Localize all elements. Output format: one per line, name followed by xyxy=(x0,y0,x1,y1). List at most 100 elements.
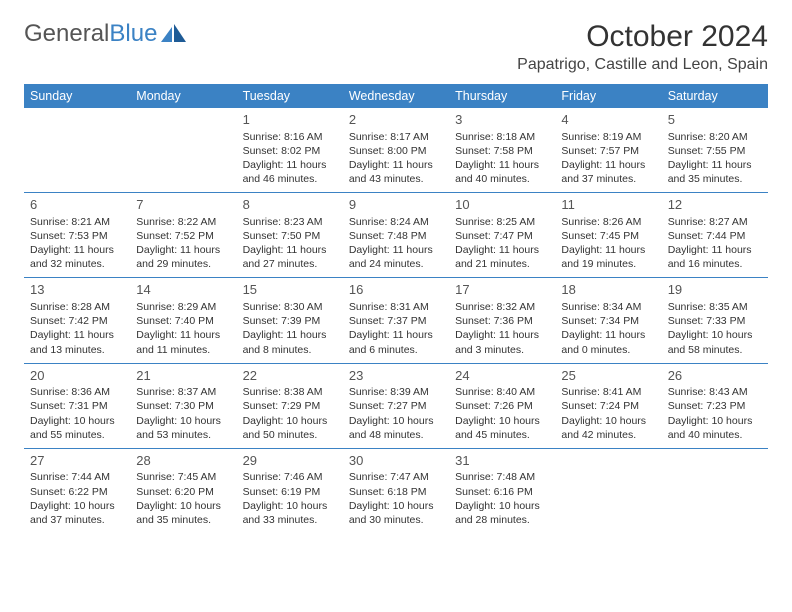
day-number: 23 xyxy=(349,367,443,385)
sunset-text: Sunset: 7:55 PM xyxy=(668,144,762,158)
daylight-text: and 11 minutes. xyxy=(136,343,230,357)
daylight-text: Daylight: 10 hours xyxy=(668,328,762,342)
sunrise-text: Sunrise: 8:27 AM xyxy=(668,215,762,229)
daylight-text: Daylight: 10 hours xyxy=(136,499,230,513)
sunset-text: Sunset: 6:22 PM xyxy=(30,485,124,499)
calendar-cell: 8Sunrise: 8:23 AMSunset: 7:50 PMDaylight… xyxy=(237,193,343,278)
daylight-text: and 33 minutes. xyxy=(243,513,337,527)
calendar-row: 6Sunrise: 8:21 AMSunset: 7:53 PMDaylight… xyxy=(24,193,768,278)
day-number: 7 xyxy=(136,196,230,214)
daylight-text: Daylight: 10 hours xyxy=(30,414,124,428)
sunrise-text: Sunrise: 8:36 AM xyxy=(30,385,124,399)
daylight-text: Daylight: 11 hours xyxy=(349,243,443,257)
col-saturday: Saturday xyxy=(662,84,768,108)
sunset-text: Sunset: 7:53 PM xyxy=(30,229,124,243)
daylight-text: and 35 minutes. xyxy=(668,172,762,186)
sunset-text: Sunset: 7:24 PM xyxy=(561,399,655,413)
sunrise-text: Sunrise: 8:16 AM xyxy=(243,130,337,144)
day-number: 13 xyxy=(30,281,124,299)
daylight-text: and 58 minutes. xyxy=(668,343,762,357)
sunset-text: Sunset: 7:27 PM xyxy=(349,399,443,413)
daylight-text: and 45 minutes. xyxy=(455,428,549,442)
day-number: 16 xyxy=(349,281,443,299)
day-number: 30 xyxy=(349,452,443,470)
col-sunday: Sunday xyxy=(24,84,130,108)
month-title: October 2024 xyxy=(517,20,768,54)
logo: GeneralBlue xyxy=(24,20,187,48)
daylight-text: Daylight: 11 hours xyxy=(455,243,549,257)
daylight-text: and 50 minutes. xyxy=(243,428,337,442)
day-number: 24 xyxy=(455,367,549,385)
calendar-cell: 28Sunrise: 7:45 AMSunset: 6:20 PMDayligh… xyxy=(130,448,236,533)
daylight-text: Daylight: 11 hours xyxy=(455,328,549,342)
day-number: 5 xyxy=(668,111,762,129)
sunrise-text: Sunrise: 8:22 AM xyxy=(136,215,230,229)
sunset-text: Sunset: 7:34 PM xyxy=(561,314,655,328)
calendar-cell: 16Sunrise: 8:31 AMSunset: 7:37 PMDayligh… xyxy=(343,278,449,363)
daylight-text: Daylight: 11 hours xyxy=(455,158,549,172)
daylight-text: and 8 minutes. xyxy=(243,343,337,357)
daylight-text: Daylight: 11 hours xyxy=(136,243,230,257)
daylight-text: Daylight: 11 hours xyxy=(30,328,124,342)
day-number: 21 xyxy=(136,367,230,385)
sunrise-text: Sunrise: 8:24 AM xyxy=(349,215,443,229)
sunrise-text: Sunrise: 8:21 AM xyxy=(30,215,124,229)
sunrise-text: Sunrise: 8:31 AM xyxy=(349,300,443,314)
sunrise-text: Sunrise: 8:41 AM xyxy=(561,385,655,399)
sunrise-text: Sunrise: 7:44 AM xyxy=(30,470,124,484)
sunrise-text: Sunrise: 7:46 AM xyxy=(243,470,337,484)
sunset-text: Sunset: 7:37 PM xyxy=(349,314,443,328)
day-number: 10 xyxy=(455,196,549,214)
sunset-text: Sunset: 7:42 PM xyxy=(30,314,124,328)
calendar-cell: 12Sunrise: 8:27 AMSunset: 7:44 PMDayligh… xyxy=(662,193,768,278)
daylight-text: Daylight: 11 hours xyxy=(243,158,337,172)
sunset-text: Sunset: 7:58 PM xyxy=(455,144,549,158)
daylight-text: and 0 minutes. xyxy=(561,343,655,357)
calendar-cell: 15Sunrise: 8:30 AMSunset: 7:39 PMDayligh… xyxy=(237,278,343,363)
calendar-cell: 10Sunrise: 8:25 AMSunset: 7:47 PMDayligh… xyxy=(449,193,555,278)
day-number: 18 xyxy=(561,281,655,299)
day-number: 19 xyxy=(668,281,762,299)
calendar-cell: 22Sunrise: 8:38 AMSunset: 7:29 PMDayligh… xyxy=(237,363,343,448)
logo-sail-icon xyxy=(161,24,187,44)
daylight-text: and 19 minutes. xyxy=(561,257,655,271)
calendar-cell: 31Sunrise: 7:48 AMSunset: 6:16 PMDayligh… xyxy=(449,448,555,533)
daylight-text: Daylight: 10 hours xyxy=(136,414,230,428)
daylight-text: and 28 minutes. xyxy=(455,513,549,527)
sunset-text: Sunset: 7:57 PM xyxy=(561,144,655,158)
logo-text-2: Blue xyxy=(109,20,157,48)
sunset-text: Sunset: 6:20 PM xyxy=(136,485,230,499)
calendar-cell: 4Sunrise: 8:19 AMSunset: 7:57 PMDaylight… xyxy=(555,108,661,193)
sunset-text: Sunset: 8:00 PM xyxy=(349,144,443,158)
calendar-cell: 18Sunrise: 8:34 AMSunset: 7:34 PMDayligh… xyxy=(555,278,661,363)
day-number: 4 xyxy=(561,111,655,129)
col-wednesday: Wednesday xyxy=(343,84,449,108)
calendar-cell: 6Sunrise: 8:21 AMSunset: 7:53 PMDaylight… xyxy=(24,193,130,278)
daylight-text: and 6 minutes. xyxy=(349,343,443,357)
sunset-text: Sunset: 7:45 PM xyxy=(561,229,655,243)
day-number: 2 xyxy=(349,111,443,129)
daylight-text: and 3 minutes. xyxy=(455,343,549,357)
calendar-cell: 20Sunrise: 8:36 AMSunset: 7:31 PMDayligh… xyxy=(24,363,130,448)
col-monday: Monday xyxy=(130,84,236,108)
calendar-row: 27Sunrise: 7:44 AMSunset: 6:22 PMDayligh… xyxy=(24,448,768,533)
daylight-text: Daylight: 10 hours xyxy=(561,414,655,428)
calendar-table: Sunday Monday Tuesday Wednesday Thursday… xyxy=(24,84,768,533)
sunset-text: Sunset: 7:30 PM xyxy=(136,399,230,413)
sunset-text: Sunset: 7:52 PM xyxy=(136,229,230,243)
daylight-text: and 37 minutes. xyxy=(561,172,655,186)
daylight-text: and 55 minutes. xyxy=(30,428,124,442)
sunrise-text: Sunrise: 8:19 AM xyxy=(561,130,655,144)
day-number: 28 xyxy=(136,452,230,470)
daylight-text: and 27 minutes. xyxy=(243,257,337,271)
calendar-cell: 21Sunrise: 8:37 AMSunset: 7:30 PMDayligh… xyxy=(130,363,236,448)
daylight-text: and 48 minutes. xyxy=(349,428,443,442)
daylight-text: and 32 minutes. xyxy=(30,257,124,271)
calendar-cell: 7Sunrise: 8:22 AMSunset: 7:52 PMDaylight… xyxy=(130,193,236,278)
day-number: 26 xyxy=(668,367,762,385)
sunrise-text: Sunrise: 8:23 AM xyxy=(243,215,337,229)
sunrise-text: Sunrise: 8:18 AM xyxy=(455,130,549,144)
calendar-cell: 25Sunrise: 8:41 AMSunset: 7:24 PMDayligh… xyxy=(555,363,661,448)
daylight-text: and 30 minutes. xyxy=(349,513,443,527)
sunset-text: Sunset: 7:50 PM xyxy=(243,229,337,243)
